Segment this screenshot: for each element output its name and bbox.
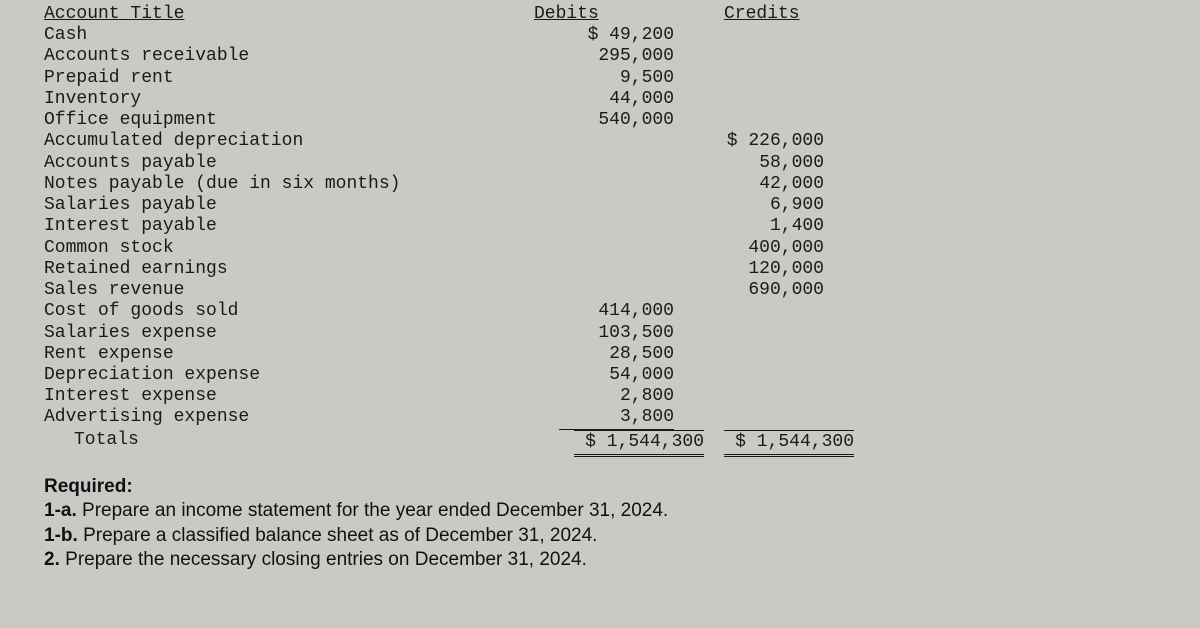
account-title-cell: Accounts payable <box>44 153 524 174</box>
totals-label: Totals <box>44 430 554 457</box>
required-tag: 1-b. <box>44 525 78 546</box>
totals-row: Totals $ 1,544,300 $ 1,544,300 <box>44 430 844 457</box>
required-text: Prepare the necessary closing entries on… <box>65 549 587 570</box>
table-row: Interest expense2,800 <box>44 386 844 407</box>
required-text: Prepare a classified balance sheet as of… <box>83 525 597 546</box>
table-body: Cash$ 49,200Accounts receivable295,000Pr… <box>44 25 844 429</box>
account-title-cell: Sales revenue <box>44 280 524 301</box>
credit-cell <box>674 365 824 386</box>
debit-cell <box>524 238 674 259</box>
table-row: Advertising expense3,800 <box>44 407 844 429</box>
required-tag: 2. <box>44 549 60 570</box>
required-item: 1-a. Prepare an income statement for the… <box>44 499 1170 523</box>
credit-cell <box>674 407 824 429</box>
required-item: 1-b. Prepare a classified balance sheet … <box>44 524 1170 548</box>
credit-cell <box>674 89 824 110</box>
trial-balance-table: Account Title Debits Credits Cash$ 49,20… <box>44 4 844 457</box>
header-debits: Debits <box>524 4 684 25</box>
credit-cell: 120,000 <box>674 259 824 280</box>
account-title-cell: Accumulated depreciation <box>44 131 524 152</box>
totals-credit: $ 1,544,300 <box>704 430 854 457</box>
table-row: Retained earnings 120,000 <box>44 259 844 280</box>
credit-cell <box>674 25 824 46</box>
credit-cell: 1,400 <box>674 216 824 237</box>
debit-cell: 54,000 <box>524 365 674 386</box>
table-row: Accounts receivable295,000 <box>44 46 844 67</box>
account-title-cell: Salaries payable <box>44 195 524 216</box>
credit-cell: $ 226,000 <box>674 131 824 152</box>
debit-cell <box>524 259 674 280</box>
table-row: Interest payable 1,400 <box>44 216 844 237</box>
debit-cell: 103,500 <box>524 323 674 344</box>
table-row: Sales revenue 690,000 <box>44 280 844 301</box>
credit-cell: 42,000 <box>674 174 824 195</box>
debit-cell <box>524 216 674 237</box>
account-title-cell: Inventory <box>44 89 524 110</box>
debit-cell <box>524 195 674 216</box>
account-title-cell: Notes payable (due in six months) <box>44 174 524 195</box>
account-title-cell: Common stock <box>44 238 524 259</box>
debit-cell: 3,800 <box>524 407 674 429</box>
debit-cell: 295,000 <box>524 46 674 67</box>
table-row: Depreciation expense54,000 <box>44 365 844 386</box>
debit-cell <box>524 131 674 152</box>
required-tag: 1-a. <box>44 500 77 521</box>
credit-cell <box>674 323 824 344</box>
account-title-cell: Interest expense <box>44 386 524 407</box>
debit-cell: 2,800 <box>524 386 674 407</box>
debit-cell: $ 49,200 <box>524 25 674 46</box>
totals-debit: $ 1,544,300 <box>554 430 704 457</box>
table-row: Inventory44,000 <box>44 89 844 110</box>
account-title-cell: Accounts receivable <box>44 46 524 67</box>
account-title-cell: Advertising expense <box>44 407 524 429</box>
required-text: Prepare an income statement for the year… <box>82 500 668 521</box>
header-credits: Credits <box>684 4 874 25</box>
debit-cell <box>524 280 674 301</box>
account-title-cell: Prepaid rent <box>44 68 524 89</box>
debit-cell: 414,000 <box>524 301 674 322</box>
account-title-cell: Rent expense <box>44 344 524 365</box>
credit-cell <box>674 68 824 89</box>
account-title-cell: Cash <box>44 25 524 46</box>
debit-cell <box>524 153 674 174</box>
account-title-cell: Depreciation expense <box>44 365 524 386</box>
header-account-title: Account Title <box>44 4 524 25</box>
table-row: Accumulated depreciation $ 226,000 <box>44 131 844 152</box>
table-row: Prepaid rent9,500 <box>44 68 844 89</box>
page-sheet: Account Title Debits Credits Cash$ 49,20… <box>0 0 1200 572</box>
credit-cell <box>674 386 824 407</box>
required-section: Required: 1-a. Prepare an income stateme… <box>44 475 1170 572</box>
table-row: Cash$ 49,200 <box>44 25 844 46</box>
table-row: Common stock 400,000 <box>44 238 844 259</box>
debit-cell <box>524 174 674 195</box>
account-title-cell: Salaries expense <box>44 323 524 344</box>
table-row: Accounts payable 58,000 <box>44 153 844 174</box>
credit-cell: 58,000 <box>674 153 824 174</box>
account-title-cell: Office equipment <box>44 110 524 131</box>
credit-cell <box>674 301 824 322</box>
table-header-row: Account Title Debits Credits <box>44 4 844 25</box>
table-row: Office equipment540,000 <box>44 110 844 131</box>
table-row: Cost of goods sold414,000 <box>44 301 844 322</box>
credit-cell: 6,900 <box>674 195 824 216</box>
table-row: Salaries payable 6,900 <box>44 195 844 216</box>
table-row: Rent expense28,500 <box>44 344 844 365</box>
required-item: 2. Prepare the necessary closing entries… <box>44 548 1170 572</box>
debit-cell: 28,500 <box>524 344 674 365</box>
required-heading: Required: <box>44 476 133 497</box>
credit-cell <box>674 46 824 67</box>
account-title-cell: Interest payable <box>44 216 524 237</box>
credit-cell <box>674 110 824 131</box>
debit-cell: 9,500 <box>524 68 674 89</box>
credit-cell: 690,000 <box>674 280 824 301</box>
credit-cell <box>674 344 824 365</box>
debit-cell: 540,000 <box>524 110 674 131</box>
table-row: Notes payable (due in six months) 42,000 <box>44 174 844 195</box>
account-title-cell: Cost of goods sold <box>44 301 524 322</box>
table-row: Salaries expense103,500 <box>44 323 844 344</box>
credit-cell: 400,000 <box>674 238 824 259</box>
debit-cell: 44,000 <box>524 89 674 110</box>
account-title-cell: Retained earnings <box>44 259 524 280</box>
